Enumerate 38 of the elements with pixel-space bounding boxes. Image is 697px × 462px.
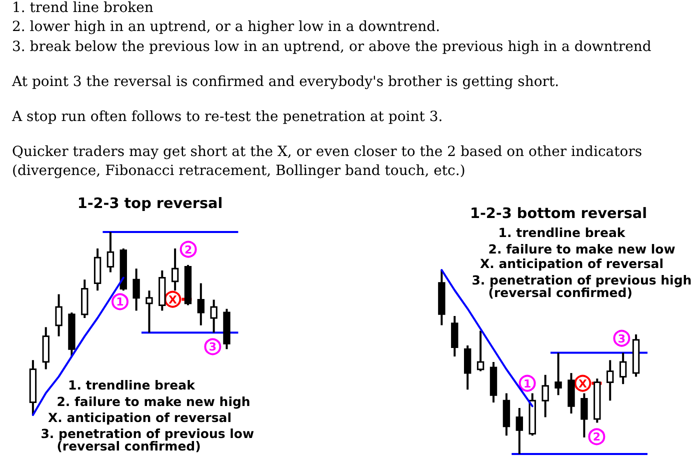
candlestick — [580, 392, 588, 438]
annotation: 3 — [618, 332, 626, 346]
text: Quicker traders may get short at the X, or even closer to the 2 based on other indicators (divergence, Fibonacci retracement, Bollinger band touch, etc.) — [12, 144, 644, 179]
candlestick — [619, 352, 627, 386]
text: 2. failure to make new low — [488, 242, 676, 256]
candlestick — [171, 247, 179, 292]
candlestick — [606, 359, 614, 402]
annotation: 1. trendline break — [68, 378, 196, 392]
candlestick — [197, 282, 204, 326]
candlestick — [542, 374, 549, 418]
text: 1. trend line broken 2. lower high in an uptrend, or a higher low in a downtrend. 3. break below the previous low in an uptrend, or above the previous high in a downtrend — [12, 0, 652, 55]
annotation: 2 — [184, 243, 192, 256]
candlestick — [451, 315, 458, 358]
candlestick — [464, 344, 472, 391]
candlestick — [476, 330, 484, 372]
chart-title: 1-2-3 top reversal — [77, 196, 223, 212]
annotation: 3. penetration of previous high — [472, 272, 692, 288]
candlestick — [146, 290, 153, 334]
annotation: 3 — [208, 340, 217, 354]
annotation: 2. failure to make new high — [56, 394, 250, 410]
annotation: X — [168, 293, 178, 306]
candlestick — [516, 407, 524, 455]
text: A stop run often follows to re-test the penetration at point 3. — [12, 108, 444, 125]
annotation: X — [578, 377, 588, 390]
candlestick — [210, 298, 218, 334]
candlestick — [55, 293, 62, 338]
chart-title: 1-2-3 bottom reversal — [470, 206, 648, 222]
annotation: X. anticipation of reversal — [480, 256, 664, 271]
annotation: 2 — [592, 430, 601, 444]
candlestick — [132, 268, 140, 312]
annotation: 1 — [523, 377, 532, 390]
text: 1. trendline break — [498, 224, 626, 240]
candlestick — [106, 231, 114, 274]
text: 3. penetration of previous low — [40, 426, 255, 441]
text: At point 3 the reversal is confirmed and everybody's brother is getting short. — [12, 74, 560, 90]
candlestick — [554, 352, 562, 396]
annotation: 1 — [116, 296, 124, 309]
annotation: X. anticipation of reversal — [48, 410, 232, 425]
